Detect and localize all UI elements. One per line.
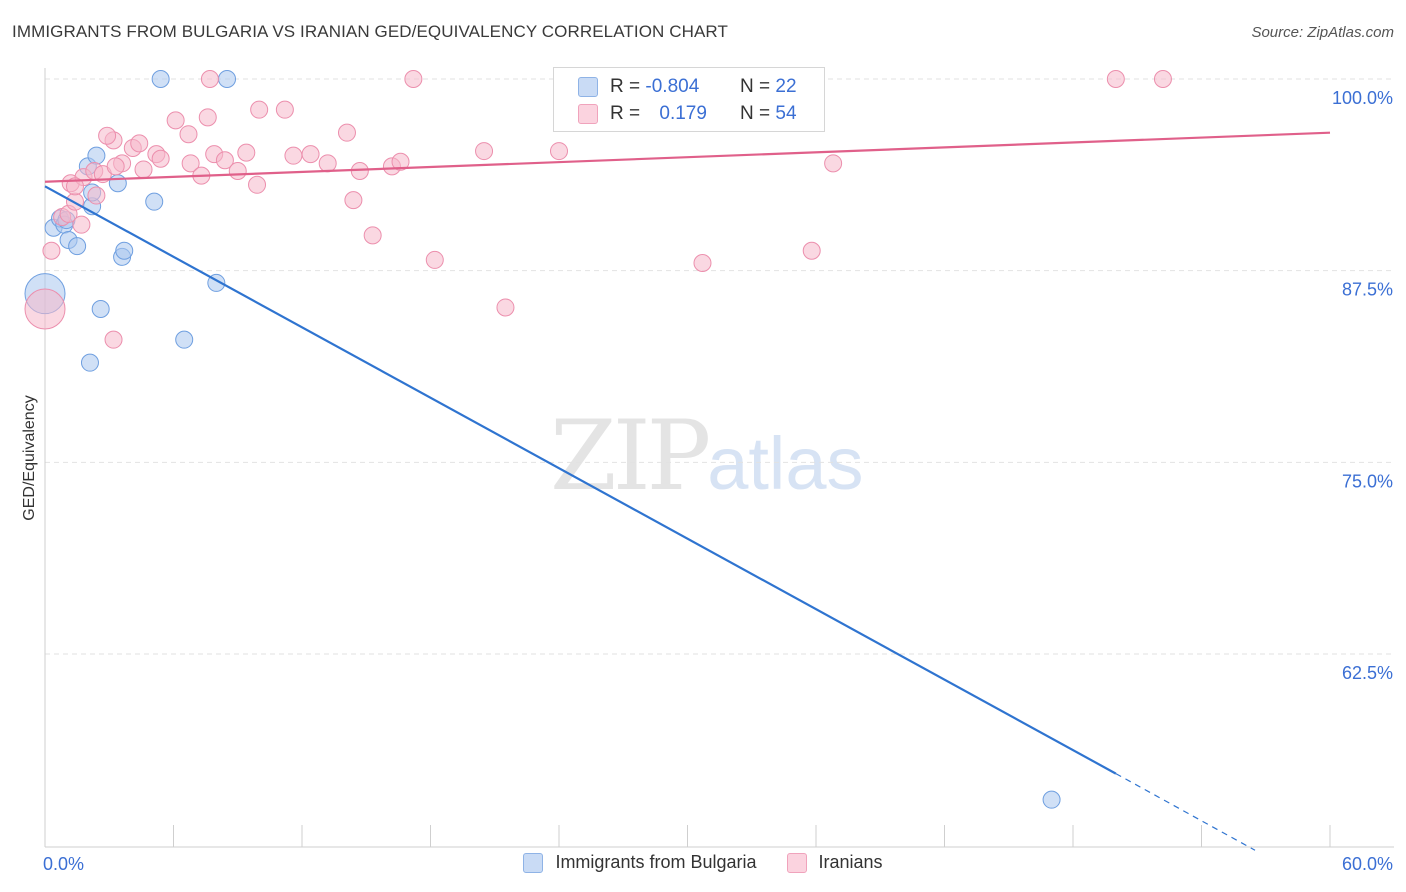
data-point-bulgaria [218,70,237,88]
trend-line-iranians [44,131,1331,183]
data-point-iranians [200,70,219,88]
data-point-iranians [344,191,363,210]
data-point-iranians [98,126,117,145]
n-label: N = [740,76,771,97]
data-point-iranians [496,298,515,317]
data-point-iranians [104,330,123,349]
r-value-iranians: 0.179 [659,103,707,124]
data-point-iranians [802,241,821,260]
x-tick-label: 0.0% [43,854,84,874]
legend-item-bulgaria[interactable]: Immigrants from Bulgaria [523,852,757,873]
data-point-iranians [475,142,494,161]
data-point-bulgaria [87,146,106,165]
data-point-bulgaria [80,353,99,372]
data-point-iranians [215,151,234,170]
data-point-iranians [250,100,269,119]
stats-legend: R = -0.804 N = 22 R = 0.179 N = 54 [553,67,825,132]
data-point-iranians [318,154,337,173]
data-point-bulgaria [68,237,87,256]
data-point-bulgaria [1042,790,1061,809]
data-point-iranians [275,100,294,119]
data-point-iranians [134,160,153,179]
series-legend: Immigrants from Bulgaria Iranians [0,852,1406,873]
legend-swatch-iranians [578,104,598,124]
data-point-iranians [363,226,382,245]
watermark-zip: ZIP [550,400,711,512]
data-point-bulgaria [115,241,134,260]
data-point-iranians [550,142,568,161]
data-point-iranians [284,146,303,165]
data-point-iranians [198,108,217,127]
n-value-iranians: 54 [775,103,797,124]
chart-title: IMMIGRANTS FROM BULGARIA VS IRANIAN GED/… [12,22,728,41]
data-point-bulgaria [108,174,127,193]
trend-line-dashed-bulgaria [1115,773,1256,851]
stats-legend-row-iranians: R = 0.179 N = 54 [578,101,797,127]
source-label: Source: ZipAtlas.com [1251,24,1394,41]
data-point-iranians [130,134,149,153]
data-point-iranians [24,288,66,330]
y-tick-label: 100.0% [1332,88,1393,108]
legend-swatch-bulgaria [523,852,544,873]
y-tick-label: 75.0% [1342,471,1393,491]
data-point-iranians [181,154,200,173]
data-point-bulgaria [145,192,164,211]
data-point-iranians [301,145,320,164]
n-label: N = [740,103,771,124]
legend-item-iranians[interactable]: Iranians [786,852,883,873]
data-point-iranians [337,123,356,142]
data-point-iranians [404,70,423,88]
x-tick-label: 60.0% [1342,854,1393,874]
data-point-iranians [42,241,61,260]
data-point-iranians [179,125,198,144]
legend-label-bulgaria: Immigrants from Bulgaria [555,852,757,872]
data-point-bulgaria [175,330,194,349]
legend-swatch-iranians [786,852,807,873]
data-point-iranians [151,149,170,168]
data-point-iranians [693,254,712,272]
data-point-iranians [391,152,410,171]
data-point-iranians [228,162,247,180]
data-point-iranians [237,143,256,162]
stats-legend-row-bulgaria: R = -0.804 N = 22 [578,74,797,100]
y-tick-label: 87.5% [1342,280,1393,300]
data-point-iranians [1153,70,1172,88]
r-label: R = [610,76,641,97]
r-label: R = [610,103,641,124]
data-point-iranians [248,175,267,194]
data-point-iranians [65,177,84,196]
watermark-atlas: atlas [707,422,864,505]
y-tick-label: 62.5% [1342,663,1393,683]
trend-line-bulgaria [44,185,1117,775]
n-value-bulgaria: 22 [775,76,797,97]
data-point-bulgaria [91,300,110,318]
data-point-iranians [425,250,444,269]
legend-label-iranians: Iranians [818,852,883,872]
data-point-iranians [1106,70,1125,88]
r-value-bulgaria: -0.804 [645,76,700,97]
watermark: ZIPatlas [550,400,864,512]
data-point-iranians [166,111,185,130]
data-point-iranians [106,157,125,176]
legend-swatch-bulgaria [578,77,598,97]
data-point-iranians [72,215,91,234]
data-point-iranians [824,154,843,173]
data-point-bulgaria [151,70,170,88]
data-point-iranians [87,186,106,205]
